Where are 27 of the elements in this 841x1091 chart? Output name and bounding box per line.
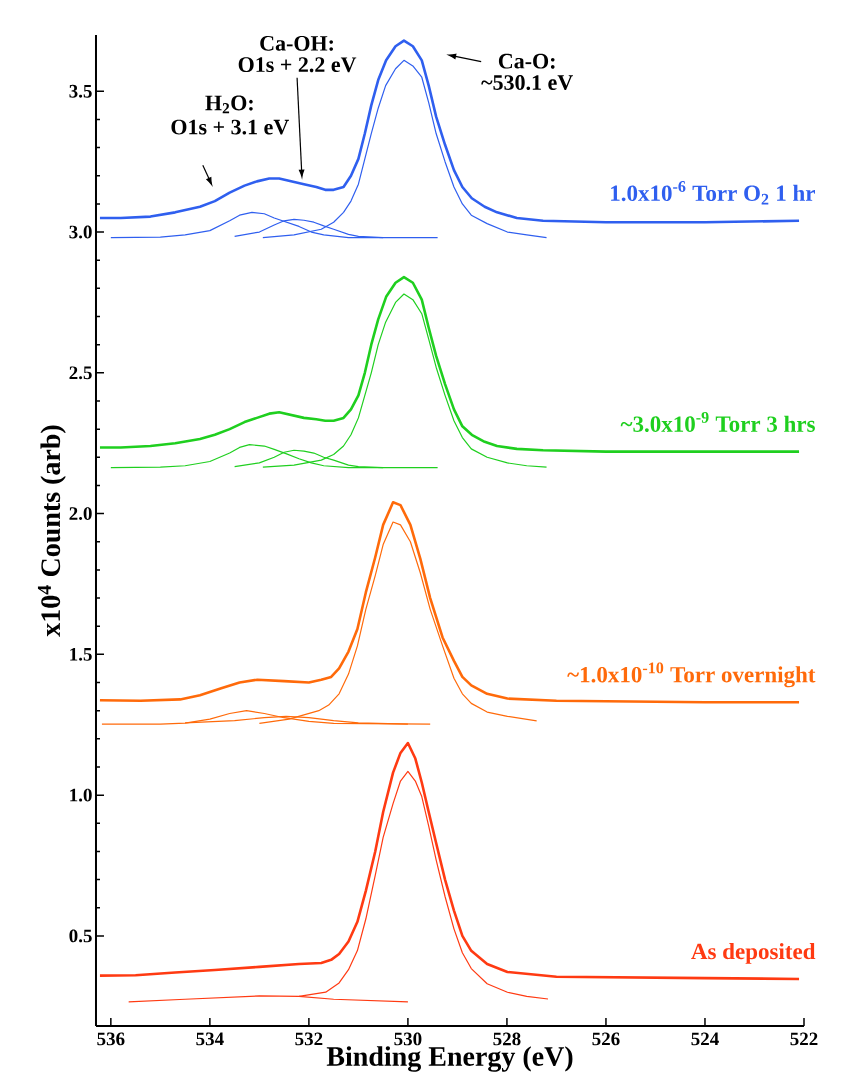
x-tick-label: 536 xyxy=(97,1032,125,1046)
y-tick-label: 1.5 xyxy=(70,647,92,661)
annotation: ~530.1 eV xyxy=(481,75,573,91)
annotation: O1s + 3.1 eV xyxy=(171,119,289,135)
y-tick-label: 2.0 xyxy=(69,507,92,521)
x-tick-label: 524 xyxy=(691,1032,719,1046)
y-tick-label: 0.5 xyxy=(69,929,92,943)
annotation: O1s + 2.2 eV xyxy=(238,57,357,73)
series-label: 1.0x10$^{-6}$ Torr O$_{2}$ 1 hr xyxy=(611,181,815,205)
annotation: H$_{2}$O: xyxy=(205,95,253,114)
annotation: Ca-O: xyxy=(498,53,555,69)
x-tick-label: 530 xyxy=(394,1032,422,1046)
x-tick-label: 526 xyxy=(592,1032,620,1046)
annotation: Ca-OH: xyxy=(260,35,333,51)
x-tick-label: 528 xyxy=(493,1032,521,1046)
x-axis-title: Binding Energy (eV) xyxy=(326,1046,573,1072)
x-tick-label: 534 xyxy=(196,1032,224,1046)
x-tick-label: 532 xyxy=(295,1032,323,1046)
y-tick-label: 3.5 xyxy=(69,84,92,98)
series-label: ~3.0x10$^{-9}$ Torr 3 hrs xyxy=(620,411,815,432)
x-tick-label: 522 xyxy=(790,1032,818,1046)
y-tick-label: 1.0 xyxy=(70,788,92,802)
series-label: ~1.0x10$^{-10}$ Torr overnight xyxy=(567,662,816,688)
series-label: As deposited xyxy=(691,943,816,964)
y-axis-title: x10$^{4}$ Counts (arb) xyxy=(37,425,66,637)
y-tick-label: 3.0 xyxy=(69,225,92,239)
y-tick-label: 2.5 xyxy=(69,366,92,380)
